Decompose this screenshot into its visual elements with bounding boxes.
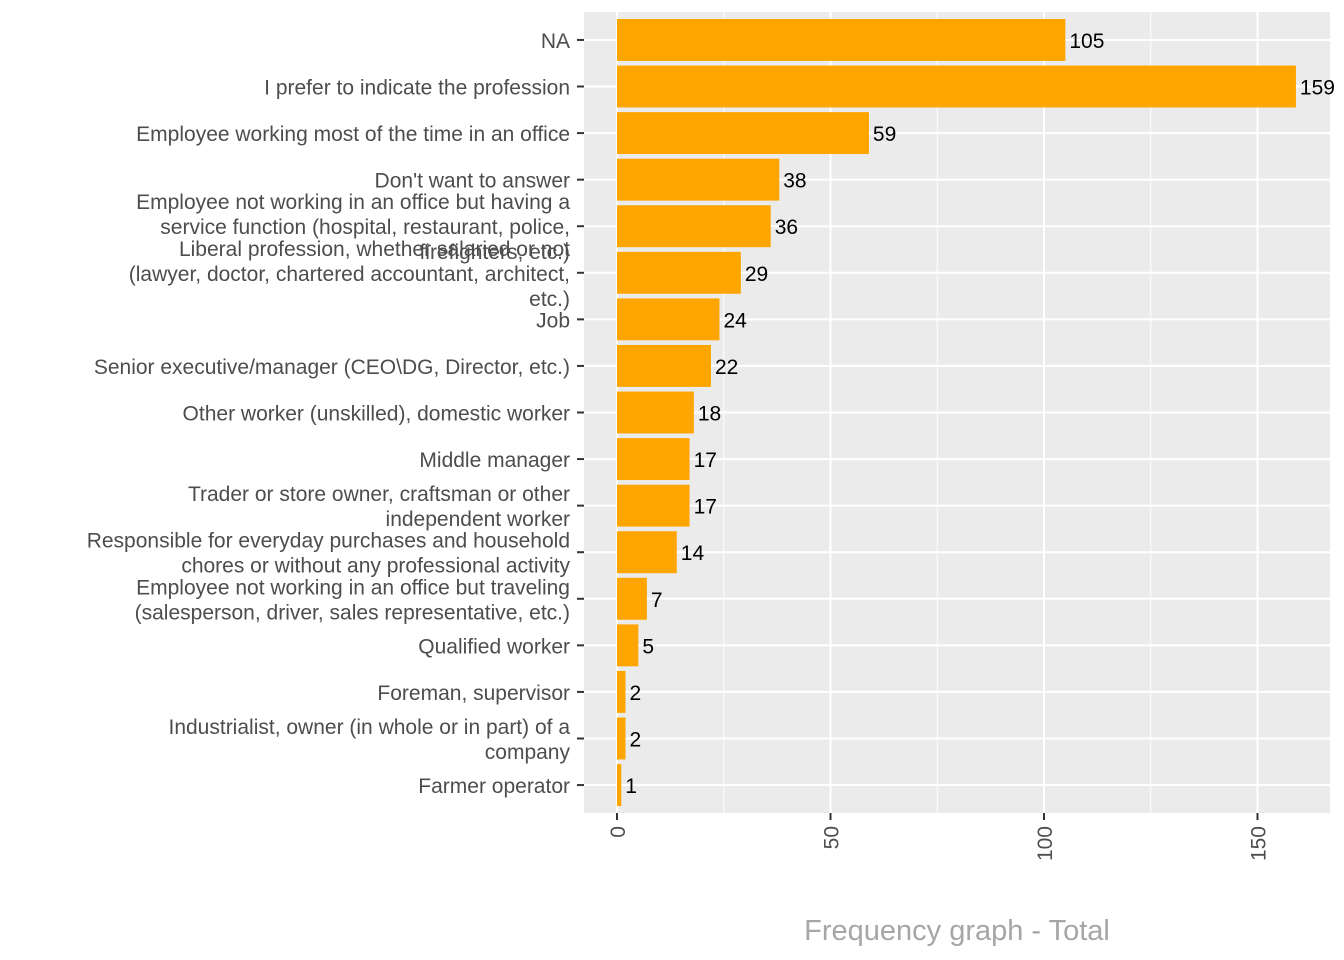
y-tick-label: Senior executive/manager (CEO\DG, Direct… <box>94 356 570 379</box>
bar <box>617 158 780 201</box>
bar <box>617 344 711 387</box>
data-label: 38 <box>783 170 806 193</box>
x-tick-label: 50 <box>821 826 844 849</box>
bar <box>617 484 690 527</box>
data-label: 22 <box>715 356 738 379</box>
bar-series <box>617 18 1296 807</box>
y-tick-label: Trader or store owner, craftsman or othe… <box>188 483 570 531</box>
y-tick-label: Foreman, supervisor <box>377 682 570 705</box>
y-tick-label: Don't want to answer <box>375 170 570 193</box>
bar <box>617 577 647 620</box>
bar <box>617 438 690 481</box>
y-tick-label: Employee not working in an office but tr… <box>135 576 570 624</box>
data-label: 5 <box>642 635 654 658</box>
bar <box>617 391 694 434</box>
y-tick-label: Farmer operator <box>418 775 570 798</box>
bar <box>617 251 741 294</box>
data-label: 2 <box>630 682 642 705</box>
y-tick-label: Other worker (unskilled), domestic worke… <box>183 403 570 426</box>
bar <box>617 205 771 248</box>
bar <box>617 531 677 574</box>
data-label: 18 <box>698 403 721 426</box>
data-label: 17 <box>694 496 717 519</box>
x-tick-label: 0 <box>607 826 630 838</box>
y-tick-label: NA <box>541 30 570 53</box>
bar <box>617 298 720 341</box>
bar <box>617 112 869 155</box>
data-label: 2 <box>630 728 642 751</box>
y-tick-label: I prefer to indicate the profession <box>264 77 570 100</box>
x-axis: 0 50 100 150 <box>607 813 1271 861</box>
y-tick-label: Middle manager <box>419 449 570 472</box>
data-label: 105 <box>1069 30 1104 53</box>
x-axis-title: Frequency graph - Total <box>804 915 1110 947</box>
data-label: 24 <box>723 309 747 332</box>
bar <box>617 18 1066 61</box>
y-tick-label: Qualified worker <box>418 635 570 658</box>
y-tick-label: Liberal profession, whether salaried or … <box>129 238 570 311</box>
y-tick-label: Employee working most of the time in an … <box>136 123 570 146</box>
bar <box>617 624 639 667</box>
data-label: 159 <box>1300 77 1335 100</box>
data-label: 14 <box>681 542 705 565</box>
data-label: 7 <box>651 589 663 612</box>
y-tick-label: Responsible for everyday purchases and h… <box>87 530 571 578</box>
x-tick-label: 150 <box>1248 826 1271 861</box>
bar <box>617 717 626 760</box>
data-label: 29 <box>745 263 768 286</box>
y-tick-label: Employee not working in an office but ha… <box>136 191 570 264</box>
data-label: 17 <box>694 449 717 472</box>
bar <box>617 670 626 713</box>
data-label: 36 <box>775 216 798 239</box>
bar <box>617 764 622 807</box>
y-tick-label: Job <box>536 309 570 332</box>
data-label: 1 <box>625 775 637 798</box>
y-tick-label: Industrialist, owner (in whole or in par… <box>168 716 570 764</box>
bar <box>617 65 1296 108</box>
data-label: 59 <box>873 123 896 146</box>
y-axis: NA I prefer to indicate the profession Emp… <box>87 30 584 798</box>
x-tick-label: 100 <box>1034 826 1057 861</box>
